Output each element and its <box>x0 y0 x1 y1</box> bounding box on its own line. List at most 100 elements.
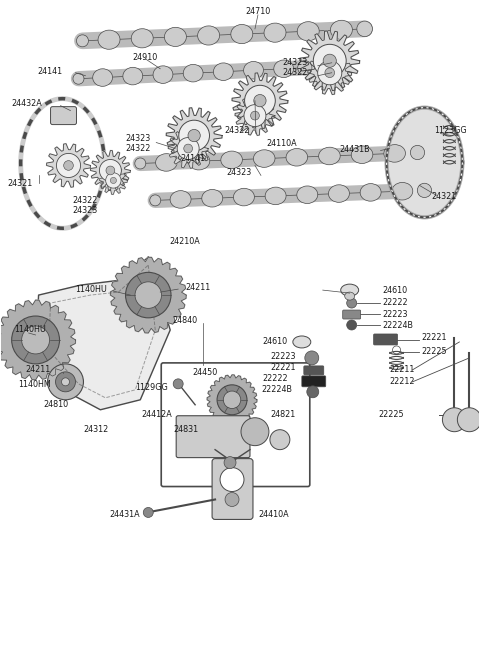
Circle shape <box>106 166 115 175</box>
Circle shape <box>251 111 259 120</box>
Text: 24323: 24323 <box>283 58 308 67</box>
Ellipse shape <box>123 67 143 85</box>
Text: 22225: 22225 <box>421 348 447 357</box>
Ellipse shape <box>265 187 286 205</box>
Text: 24322: 24322 <box>125 144 150 153</box>
Circle shape <box>135 282 162 308</box>
Ellipse shape <box>233 188 254 206</box>
Text: 24610: 24610 <box>383 286 408 295</box>
Polygon shape <box>386 108 462 217</box>
Circle shape <box>76 35 88 47</box>
Ellipse shape <box>165 27 186 46</box>
Ellipse shape <box>183 65 203 82</box>
Ellipse shape <box>319 147 340 165</box>
Circle shape <box>457 408 480 432</box>
Text: 24210A: 24210A <box>169 237 200 246</box>
Text: 24321: 24321 <box>432 192 456 201</box>
Text: 24410A: 24410A <box>258 510 288 519</box>
Circle shape <box>347 320 357 330</box>
Text: 24831: 24831 <box>173 425 198 434</box>
Circle shape <box>223 391 241 409</box>
Text: 24323: 24323 <box>227 168 252 177</box>
Circle shape <box>135 158 146 169</box>
Ellipse shape <box>351 146 373 164</box>
FancyBboxPatch shape <box>161 363 310 486</box>
Circle shape <box>443 408 467 432</box>
Ellipse shape <box>293 336 311 348</box>
Text: 24322: 24322 <box>225 126 250 135</box>
Polygon shape <box>110 257 186 333</box>
FancyBboxPatch shape <box>302 376 326 387</box>
Circle shape <box>393 346 400 354</box>
Polygon shape <box>308 51 352 95</box>
Ellipse shape <box>286 149 308 166</box>
Polygon shape <box>0 300 75 380</box>
Text: 24821: 24821 <box>270 410 295 419</box>
Text: 24312: 24312 <box>83 425 108 434</box>
Ellipse shape <box>341 284 359 296</box>
Text: 24322: 24322 <box>282 68 308 77</box>
Text: 24322: 24322 <box>72 196 97 205</box>
Ellipse shape <box>202 190 223 207</box>
Text: 22221: 22221 <box>270 363 296 372</box>
Ellipse shape <box>328 185 349 202</box>
Circle shape <box>73 73 84 84</box>
Circle shape <box>220 467 244 492</box>
Text: 24840: 24840 <box>172 316 197 325</box>
Ellipse shape <box>392 183 413 200</box>
Text: 24211: 24211 <box>185 282 210 291</box>
Circle shape <box>305 351 319 365</box>
Ellipse shape <box>264 23 286 42</box>
Circle shape <box>184 144 192 153</box>
Polygon shape <box>235 96 275 136</box>
Circle shape <box>106 173 121 188</box>
Polygon shape <box>168 128 208 168</box>
Circle shape <box>61 378 70 386</box>
Text: 22225: 22225 <box>378 410 404 419</box>
FancyBboxPatch shape <box>212 458 253 520</box>
Text: 1140HU: 1140HU <box>75 285 108 293</box>
Ellipse shape <box>360 184 381 201</box>
Circle shape <box>313 44 346 77</box>
Ellipse shape <box>170 190 191 208</box>
Text: 22224B: 22224B <box>262 385 293 394</box>
Text: 24211: 24211 <box>25 365 50 374</box>
Circle shape <box>57 153 81 177</box>
Ellipse shape <box>345 292 355 300</box>
Circle shape <box>254 95 266 107</box>
Ellipse shape <box>198 26 219 45</box>
Circle shape <box>64 160 73 170</box>
Ellipse shape <box>98 30 120 50</box>
Text: 1129GG: 1129GG <box>135 383 168 393</box>
Text: 22223: 22223 <box>270 353 296 361</box>
Polygon shape <box>232 73 288 128</box>
Text: 22222: 22222 <box>262 374 288 383</box>
Ellipse shape <box>297 186 318 203</box>
FancyBboxPatch shape <box>373 334 397 345</box>
Text: 24710: 24710 <box>245 7 271 16</box>
Text: 24323: 24323 <box>125 134 150 143</box>
Polygon shape <box>166 108 222 164</box>
Text: 22211: 22211 <box>389 365 415 374</box>
Circle shape <box>150 195 161 206</box>
Circle shape <box>56 372 75 392</box>
Text: 22221: 22221 <box>421 333 447 342</box>
Text: 1140HM: 1140HM <box>18 380 50 389</box>
Text: 24321: 24321 <box>7 179 33 188</box>
Text: 24323: 24323 <box>72 206 97 215</box>
Circle shape <box>325 68 335 78</box>
Text: 24910: 24910 <box>132 53 158 63</box>
Circle shape <box>99 160 121 181</box>
Text: 22222: 22222 <box>383 297 408 306</box>
Ellipse shape <box>214 63 233 80</box>
Ellipse shape <box>384 145 406 162</box>
Polygon shape <box>90 151 130 190</box>
Polygon shape <box>99 166 127 194</box>
Circle shape <box>307 386 319 398</box>
Circle shape <box>323 54 336 67</box>
Text: 22212: 22212 <box>389 378 415 387</box>
Text: 1140HU: 1140HU <box>15 325 47 334</box>
Polygon shape <box>207 375 257 424</box>
Circle shape <box>177 138 199 160</box>
Ellipse shape <box>231 25 253 44</box>
